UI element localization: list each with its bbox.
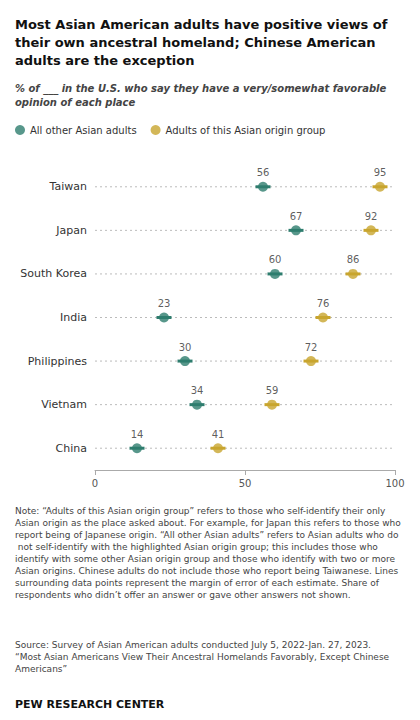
svg-text:South Korea: South Korea	[20, 267, 87, 280]
svg-text:Note: “Adults of this Asian or: Note: “Adults of this Asian origin group…	[15, 506, 388, 516]
svg-text:Philippines: Philippines	[28, 355, 88, 368]
svg-text:identify with some other Asian: identify with some other Asian origin gr…	[15, 554, 398, 564]
svg-text:All other Asian adults: All other Asian adults	[30, 125, 137, 136]
svg-text:67: 67	[290, 211, 303, 222]
svg-text:23: 23	[158, 298, 171, 309]
svg-text:72: 72	[305, 342, 318, 353]
svg-text:respondents who didn’t offer a: respondents who didn’t offer an answer o…	[15, 590, 351, 600]
svg-text:Taiwan: Taiwan	[49, 180, 87, 193]
svg-text:59: 59	[266, 385, 279, 396]
svg-text:92: 92	[365, 211, 378, 222]
svg-text:0: 0	[92, 478, 98, 489]
svg-text:not self-identify with the hig: not self-identify with the highlighted A…	[15, 542, 381, 552]
svg-text:PEW RESEARCH CENTER: PEW RESEARCH CENTER	[15, 698, 165, 711]
svg-text:Most Asian American adults hav: Most Asian American adults have positive…	[15, 17, 388, 32]
svg-text:Americans”: Americans”	[15, 664, 67, 674]
svg-text:of each place: of each place	[57, 97, 136, 108]
svg-text:surrounding data points repres: surrounding data points represent the ma…	[15, 578, 382, 588]
svg-text:very/somewhat favorable: very/somewhat favorable	[243, 83, 387, 94]
svg-text:Asian origin as the place aske: Asian origin as the place asked about. F…	[15, 518, 404, 528]
svg-text:30: 30	[179, 342, 192, 353]
svg-text:Source: Survey of Asian Americ: Source: Survey of Asian American adults …	[15, 640, 371, 650]
svg-text:Asian origins. Chinese adults: Asian origins. Chinese adults do not inc…	[15, 566, 401, 576]
svg-text:China: China	[56, 442, 87, 455]
svg-text:adults are the exception: adults are the exception	[15, 53, 195, 68]
svg-text:India: India	[60, 311, 87, 324]
svg-text:% of ___ in the U.S. who say t: % of ___ in the U.S. who say they have a	[15, 83, 243, 95]
svg-text:56: 56	[257, 167, 270, 178]
svg-text:opinion: opinion	[15, 97, 57, 108]
svg-text:34: 34	[191, 385, 204, 396]
svg-text:their own ancestral homeland;: their own ancestral homeland; Chinese Am…	[15, 35, 376, 50]
svg-text:60: 60	[269, 254, 282, 265]
svg-text:14: 14	[131, 429, 144, 440]
svg-text:41: 41	[212, 429, 225, 440]
svg-text:95: 95	[374, 167, 387, 178]
svg-text:Vietnam: Vietnam	[41, 398, 87, 411]
svg-text:Japan: Japan	[55, 224, 87, 237]
svg-text:50: 50	[239, 478, 252, 489]
svg-text:100: 100	[385, 478, 404, 489]
svg-text:86: 86	[347, 254, 360, 265]
svg-text:Adults of this Asian origin gr: Adults of this Asian origin group	[166, 125, 326, 136]
svg-text:76: 76	[317, 298, 330, 309]
svg-text:“Most Asian Americans View The: “Most Asian Americans View Their Ancestr…	[15, 652, 392, 662]
svg-text:report being of Japanese origi: report being of Japanese origin. “All ot…	[15, 530, 399, 540]
